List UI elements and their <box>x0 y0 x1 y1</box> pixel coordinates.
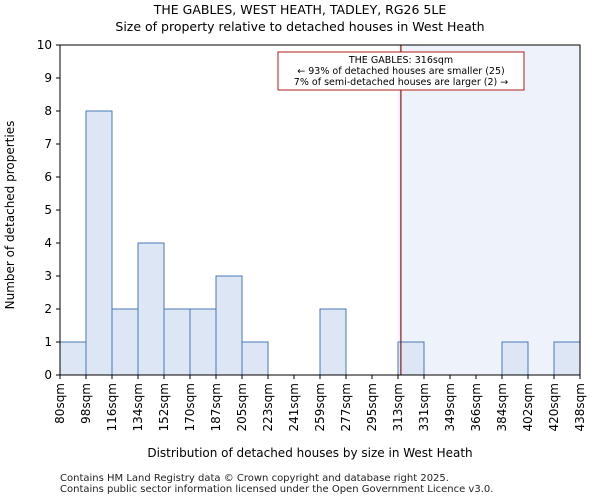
annotation-box <box>277 51 525 91</box>
x-tick-label-98sqm: 98sqm <box>79 383 93 424</box>
bar-187sqm <box>215 275 243 376</box>
bar-134sqm <box>137 242 165 376</box>
x-tick-label-152sqm: 152sqm <box>157 383 171 431</box>
x-tick-label-187sqm: 187sqm <box>209 383 223 431</box>
y-tick-label-0: 0 <box>44 368 52 382</box>
annotation-line2: ← 93% of detached houses are smaller (25… <box>297 66 504 77</box>
footer-licence: Contains public sector information licen… <box>60 484 494 495</box>
x-tick-label-116sqm: 116sqm <box>105 383 119 431</box>
bar-80sqm <box>59 341 87 376</box>
x-tick-label-277sqm: 277sqm <box>339 383 353 431</box>
y-tick-label-5: 5 <box>44 203 52 217</box>
annotation-line3: 7% of semi-detached houses are larger (2… <box>294 77 508 88</box>
footer-copyright: Contains HM Land Registry data © Crown c… <box>60 473 449 484</box>
chart-title-line1: THE GABLES, WEST HEATH, TADLEY, RG26 5LE <box>153 2 447 17</box>
bar-chart: 0 1 2 3 4 5 6 7 8 9 10 80sqm 98sqm 116sqm 134sqm 152sqm… <box>3 38 587 460</box>
x-tick-label-349sqm: 349sqm <box>443 383 457 431</box>
x-tick-label-205sqm: 205sqm <box>235 383 249 431</box>
y-tick-label-3: 3 <box>44 269 52 283</box>
x-axis-title: Distribution of detached houses by size … <box>147 446 472 460</box>
x-tick-label-80sqm: 80sqm <box>53 383 67 424</box>
bar-98sqm <box>85 110 113 376</box>
y-tick-label-4: 4 <box>44 236 52 250</box>
bar-384sqm <box>501 341 529 376</box>
y-tick-label-8: 8 <box>44 104 52 118</box>
x-tick-label-384sqm: 384sqm <box>495 383 509 431</box>
bar-205sqm <box>241 341 269 376</box>
x-tick-label-134sqm: 134sqm <box>131 383 145 431</box>
bar-116sqm <box>111 308 139 376</box>
annotation-line1: THE GABLES: 316sqm <box>348 55 453 66</box>
x-tick-label-313sqm: 313sqm <box>391 383 405 431</box>
x-tick-label-438sqm: 438sqm <box>573 383 587 431</box>
x-tick-label-402sqm: 402sqm <box>521 383 535 431</box>
x-tick-label-170sqm: 170sqm <box>183 383 197 431</box>
y-tick-label-9: 9 <box>44 71 52 85</box>
y-tick-label-10: 10 <box>37 38 52 52</box>
y-tick-label-2: 2 <box>44 302 52 316</box>
highlight-region <box>398 45 580 375</box>
x-tick-label-420sqm: 420sqm <box>547 383 561 431</box>
x-tick-label-241sqm: 241sqm <box>287 383 301 431</box>
y-tick-label-7: 7 <box>44 137 52 151</box>
x-tick-label-259sqm: 259sqm <box>313 383 327 431</box>
chart-title-line2: Size of property relative to detached ho… <box>115 19 485 34</box>
bar-170sqm <box>189 308 217 376</box>
y-axis-title: Number of detached properties <box>3 121 17 310</box>
x-tick-label-223sqm: 223sqm <box>261 383 275 431</box>
y-tick-label-6: 6 <box>44 170 52 184</box>
x-tick-label-295sqm: 295sqm <box>365 383 379 431</box>
y-tick-label-1: 1 <box>44 335 52 349</box>
bar-259sqm <box>319 308 347 376</box>
x-tick-label-366sqm: 366sqm <box>469 383 483 431</box>
x-tick-label-331sqm: 331sqm <box>417 383 431 431</box>
bar-152sqm <box>163 308 191 376</box>
bar-420sqm <box>553 341 581 376</box>
bar-313sqm <box>397 341 425 376</box>
